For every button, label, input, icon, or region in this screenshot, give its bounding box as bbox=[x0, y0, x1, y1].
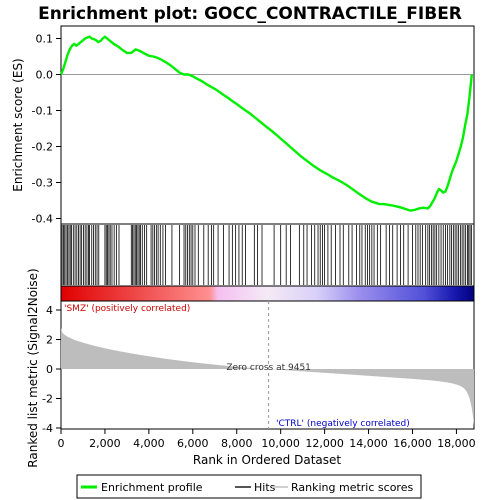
es-y-tick-label: -0.4 bbox=[32, 213, 53, 226]
x-tick-label: 16,000 bbox=[393, 437, 432, 450]
positive-correlation-label: 'SMZ' (positively correlated) bbox=[64, 304, 190, 314]
metric-y-tick-label: -2 bbox=[42, 393, 53, 406]
metric-y-tick-label: 4 bbox=[46, 304, 53, 317]
chart-title: Enrichment plot: GOCC_CONTRACTILE_FIBER bbox=[38, 4, 462, 24]
enrichment-profile-line bbox=[59, 35, 473, 212]
x-tick-label: 2,000 bbox=[89, 437, 121, 450]
es-y-tick-label: 0.0 bbox=[36, 69, 54, 82]
legend-metric-label: Ranking metric scores bbox=[291, 481, 413, 494]
x-axis-ticks: 0 2,000 4,000 6,000 8,000 10,000 12,000 14,000 1… bbox=[58, 429, 476, 450]
es-y-tick-label: -0.2 bbox=[32, 141, 53, 154]
x-tick-label: 18,000 bbox=[437, 437, 476, 450]
x-tick-label: 8,000 bbox=[221, 437, 253, 450]
metric-y-tick-label: 2 bbox=[46, 334, 53, 347]
x-tick-label: 4,000 bbox=[133, 437, 165, 450]
metric-y-ticks: 4 2 0 -2 -4 bbox=[42, 304, 61, 435]
zero-cross-annotation: Zero cross at 9451 bbox=[226, 363, 311, 373]
x-tick-label: 10,000 bbox=[261, 437, 300, 450]
es-panel bbox=[60, 25, 475, 225]
es-y-axis-label: Enrichment score (ES) bbox=[11, 58, 25, 191]
x-tick-label: 0 bbox=[58, 437, 65, 450]
rank-gradient-bar bbox=[60, 285, 475, 302]
es-y-ticks: 0.1 0.0 -0.1 -0.2 -0.3 -0.4 bbox=[32, 33, 61, 226]
hit-markers bbox=[61, 225, 472, 285]
legend-hits-label: Hits bbox=[254, 481, 276, 494]
es-y-tick-label: -0.1 bbox=[32, 105, 53, 118]
es-y-tick-label: 0.1 bbox=[36, 33, 54, 46]
x-tick-label: 6,000 bbox=[177, 437, 209, 450]
negative-correlation-label: 'CTRL' (negatively correlated) bbox=[276, 419, 410, 429]
ranking-metric-area bbox=[61, 327, 474, 426]
metric-y-tick-label: 0 bbox=[46, 363, 53, 376]
es-y-tick-label: -0.3 bbox=[32, 177, 53, 190]
x-axis-label: Rank in Ordered Dataset bbox=[193, 453, 341, 467]
metric-y-tick-label: -4 bbox=[42, 422, 53, 435]
legend-profile-label: Enrichment profile bbox=[101, 481, 203, 494]
x-tick-label: 14,000 bbox=[349, 437, 388, 450]
x-tick-label: 12,000 bbox=[305, 437, 344, 450]
hits-panel bbox=[60, 223, 475, 287]
metric-y-axis-label: Ranked list metric (Signal2Noise) bbox=[26, 268, 40, 467]
